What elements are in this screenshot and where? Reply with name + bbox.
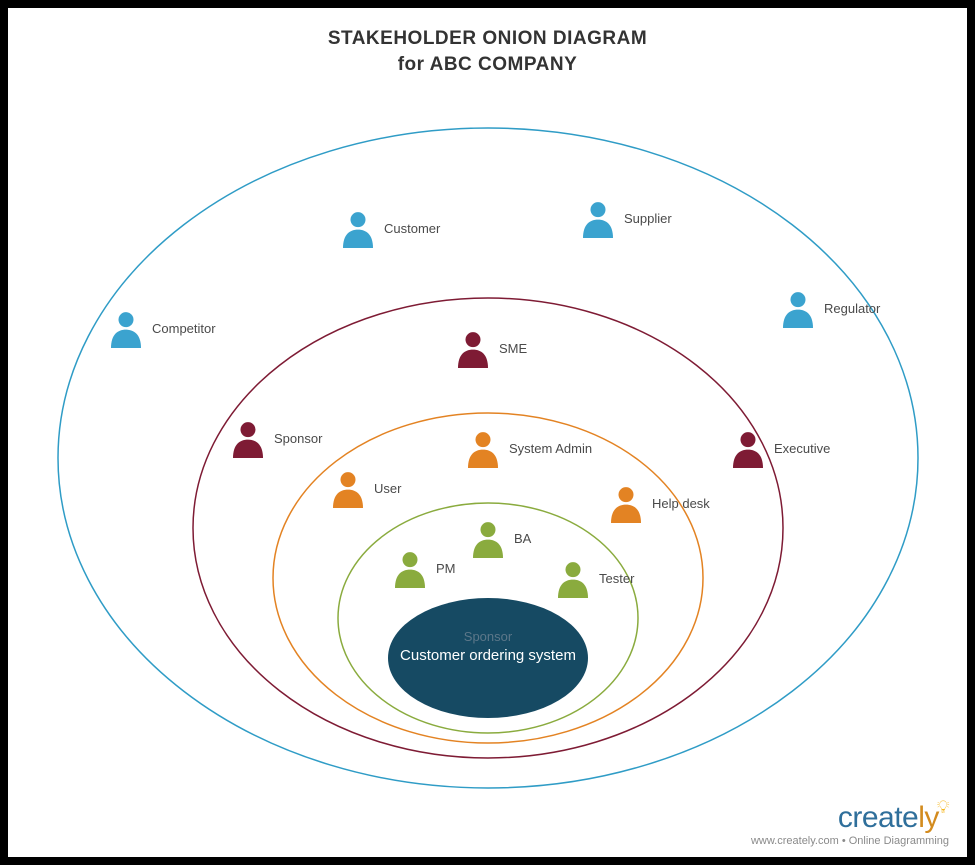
- actor-label: Supplier: [624, 211, 672, 226]
- person-icon: [106, 308, 146, 348]
- brand-logo-part1: create: [838, 801, 918, 834]
- person-icon: [578, 198, 618, 238]
- person-icon: [778, 288, 818, 328]
- actor-label: Help desk: [652, 496, 710, 511]
- bulb-icon: 💡︎: [937, 797, 949, 817]
- actor-tester: Tester: [553, 558, 634, 598]
- person-icon: [338, 208, 378, 248]
- actor-label: PM: [436, 561, 456, 576]
- actor-competitor: Competitor: [106, 308, 216, 348]
- actor-label: SME: [499, 341, 527, 356]
- brand-subtext: www.creately.com • Online Diagramming: [751, 835, 949, 847]
- actor-label: Sponsor: [274, 431, 322, 446]
- actor-sme: SME: [453, 328, 527, 368]
- person-icon: [606, 483, 646, 523]
- person-icon: [390, 548, 430, 588]
- core-label-faded: Sponsor: [398, 628, 578, 646]
- actor-label: Regulator: [824, 301, 880, 316]
- actor-regulator: Regulator: [778, 288, 880, 328]
- actor-sponsor: Sponsor: [228, 418, 322, 458]
- actors-layer: Competitor Customer Supplier Regulator Spons…: [8, 8, 967, 857]
- core-label-text: Customer ordering system: [398, 646, 578, 666]
- person-icon: [228, 418, 268, 458]
- actor-customer: Customer: [338, 208, 440, 248]
- actor-label: Customer: [384, 221, 440, 236]
- brand-logo: creately💡︎: [751, 798, 949, 833]
- person-icon: [553, 558, 593, 598]
- actor-supplier: Supplier: [578, 198, 672, 238]
- actor-label: Tester: [599, 571, 634, 586]
- person-icon: [468, 518, 508, 558]
- person-icon: [453, 328, 493, 368]
- diagram-frame: STAKEHOLDER ONION DIAGRAM for ABC COMPAN…: [0, 0, 975, 865]
- actor-label: Competitor: [152, 321, 216, 336]
- actor-label: User: [374, 481, 401, 496]
- actor-ba: BA: [468, 518, 531, 558]
- person-icon: [463, 428, 503, 468]
- actor-label: System Admin: [509, 441, 592, 456]
- branding: creately💡︎ www.creately.com • Online Dia…: [751, 798, 949, 847]
- actor-label: Executive: [774, 441, 830, 456]
- actor-user: User: [328, 468, 401, 508]
- core-label: Sponsor Customer ordering system: [398, 628, 578, 666]
- actor-label: BA: [514, 531, 531, 546]
- person-icon: [328, 468, 368, 508]
- actor-executive: Executive: [728, 428, 830, 468]
- actor-pm: PM: [390, 548, 456, 588]
- actor-help-desk: Help desk: [606, 483, 710, 523]
- actor-system-admin: System Admin: [463, 428, 592, 468]
- person-icon: [728, 428, 768, 468]
- brand-logo-part2: ly: [918, 801, 939, 834]
